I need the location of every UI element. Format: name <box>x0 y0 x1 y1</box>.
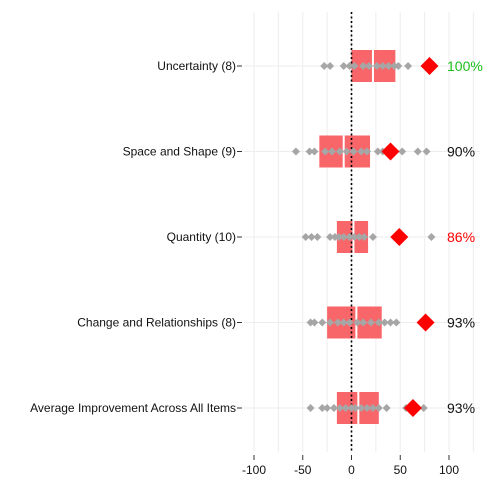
point-0-9 <box>384 62 393 70</box>
point-0-8 <box>378 62 387 70</box>
point-4-9 <box>363 404 372 412</box>
point-4-5 <box>341 404 350 412</box>
point-1-13 <box>413 147 422 156</box>
x-tick-label-4: 100 <box>439 463 459 477</box>
point-2-6 <box>339 233 348 241</box>
point-1-1 <box>305 147 314 156</box>
point-4-2 <box>323 404 332 412</box>
mean-marker-3 <box>416 313 435 332</box>
point-3-4 <box>333 318 342 327</box>
category-label-1: Space and Shape (9) <box>123 145 236 159</box>
point-2-9 <box>355 233 364 241</box>
point-3-7 <box>353 318 362 327</box>
point-3-2 <box>318 318 327 327</box>
category-label-0: Uncertainty (8) <box>157 59 236 73</box>
percent-label-1: 90% <box>447 144 475 160</box>
percent-label-3: 93% <box>447 315 475 331</box>
point-0-1 <box>326 62 335 70</box>
point-2-10 <box>360 233 369 241</box>
point-1-7 <box>349 147 358 156</box>
point-0-6 <box>365 62 374 70</box>
point-4-12 <box>382 404 391 412</box>
category-label-layer: Uncertainty (8) Space and Shape (9) Quanti… <box>30 59 242 415</box>
point-3-9 <box>367 318 375 327</box>
point-4-15 <box>419 404 428 412</box>
point-1-9 <box>363 147 372 156</box>
point-3-13 <box>392 318 401 327</box>
percent-label-2: 86% <box>447 229 475 245</box>
point-4-7 <box>351 404 360 412</box>
category-label-3: Change and Relationships (8) <box>77 316 236 330</box>
point-2-8 <box>350 233 359 241</box>
mean-layer <box>381 57 439 417</box>
x-tick-label-0: -100 <box>242 463 266 477</box>
point-0-2 <box>339 62 348 70</box>
point-1-12 <box>398 147 407 156</box>
point-2-7 <box>345 233 354 241</box>
point-0-5 <box>359 62 368 70</box>
point-0-0 <box>320 62 329 70</box>
point-0-7 <box>372 62 381 70</box>
point-1-2 <box>310 147 319 156</box>
percent-label-0: 100% <box>447 58 483 74</box>
point-1-5 <box>335 147 344 156</box>
mean-marker-1 <box>381 142 400 161</box>
mean-marker-0 <box>420 57 439 75</box>
point-2-3 <box>326 233 335 241</box>
point-2-11 <box>368 233 377 241</box>
point-1-6 <box>342 147 351 156</box>
point-4-4 <box>335 404 344 412</box>
point-1-4 <box>328 147 336 156</box>
x-axis-tick-layer: -100 -50 0 50 100 <box>242 455 459 477</box>
point-0-3 <box>345 62 354 70</box>
mean-marker-2 <box>390 228 409 246</box>
category-label-4: Average Improvement Across All Items <box>30 401 236 415</box>
point-3-12 <box>386 318 395 327</box>
category-label-2: Quantity (10) <box>167 230 236 244</box>
point-2-5 <box>334 233 343 241</box>
x-tick-label-1: -50 <box>294 463 312 477</box>
x-tick-label-2: 0 <box>348 463 355 477</box>
x-tick-label-3: 50 <box>394 463 408 477</box>
point-0-4 <box>350 62 359 70</box>
point-3-5 <box>339 318 348 327</box>
point-1-3 <box>321 147 330 156</box>
point-2-1 <box>307 233 316 241</box>
point-2-12 <box>427 233 436 241</box>
point-4-3 <box>329 404 338 412</box>
point-3-10 <box>374 318 383 327</box>
point-2-2 <box>313 233 322 241</box>
point-4-1 <box>318 404 327 412</box>
point-4-8 <box>357 404 366 412</box>
point-4-0 <box>306 404 315 412</box>
point-4-10 <box>368 404 377 412</box>
point-3-11 <box>380 318 389 327</box>
point-3-6 <box>345 318 354 327</box>
point-1-10 <box>373 147 382 156</box>
point-0-11 <box>394 62 403 70</box>
point-layer <box>291 62 436 412</box>
point-1-14 <box>422 147 431 156</box>
point-3-8 <box>359 318 368 327</box>
point-3-1 <box>310 318 319 327</box>
point-3-3 <box>326 318 335 327</box>
mean-marker-4 <box>403 399 422 417</box>
point-0-12 <box>404 62 413 70</box>
point-1-0 <box>291 147 300 156</box>
point-1-8 <box>357 147 366 156</box>
point-4-11 <box>374 404 383 412</box>
percent-label-layer: 100% 90% 86% 93% 93% <box>447 58 483 416</box>
point-2-0 <box>301 233 310 241</box>
percent-label-4: 93% <box>447 400 475 416</box>
